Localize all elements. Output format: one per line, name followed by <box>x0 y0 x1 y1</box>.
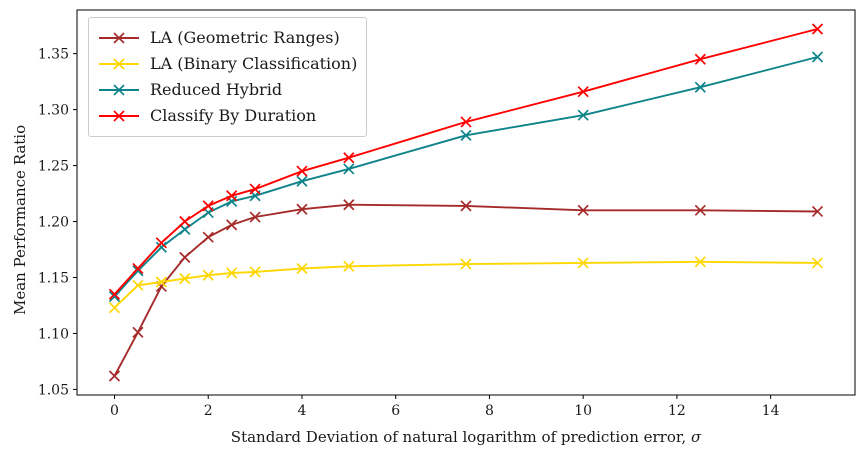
x-marker <box>155 237 167 249</box>
x-marker <box>343 152 355 164</box>
x-marker <box>132 265 144 277</box>
x-marker <box>132 262 144 275</box>
axis-ticks: 0 2 4 6 8 10 12 14 1.05 1.10 1.15 1.20 1.25 1.30 1.35 <box>38 47 780 419</box>
legend-line-sample <box>99 110 139 122</box>
x-marker <box>694 256 706 268</box>
x-tick-label: 14 <box>762 403 780 419</box>
x-marker <box>108 370 121 382</box>
x-marker <box>296 262 308 275</box>
x-marker <box>460 116 472 128</box>
y-axis-label: Mean Performance Ratio <box>11 124 29 315</box>
x-tick-label: 12 <box>668 403 686 419</box>
x-axis-label: Standard Deviation of natural logarithm … <box>77 428 855 446</box>
x-marker <box>811 257 824 269</box>
series-reduced-hybrid <box>108 51 824 303</box>
y-tick-label: 1.05 <box>38 382 69 398</box>
x-marker <box>460 200 472 212</box>
series-line <box>113 260 818 309</box>
legend-line-sample <box>99 84 139 96</box>
x-marker <box>179 215 191 228</box>
x-marker <box>226 190 238 202</box>
x-marker <box>811 23 824 35</box>
x-marker <box>694 81 706 93</box>
x-marker <box>694 204 706 216</box>
x-marker <box>202 200 214 212</box>
legend-line-sample <box>99 58 139 70</box>
x-marker <box>811 205 824 218</box>
series-la-geometric-ranges <box>108 199 824 382</box>
x-marker <box>155 276 167 288</box>
x-marker <box>343 163 355 175</box>
legend-line-sample <box>99 32 139 44</box>
x-axis-label-text: Standard Deviation of natural logarithm … <box>230 428 691 446</box>
y-tick-label: 1.25 <box>38 158 69 174</box>
x-marker <box>577 204 589 216</box>
x-marker <box>343 260 355 272</box>
y-tick-label: 1.30 <box>38 103 69 119</box>
series-classify-by-duration <box>108 23 824 300</box>
legend-item-la-geometric-ranges: LA (Geometric Ranges) <box>98 25 356 51</box>
x-tick-label: 0 <box>110 403 119 419</box>
legend-label: LA (Binary Classification) <box>150 54 358 73</box>
x-marker <box>249 211 261 223</box>
x-marker <box>132 279 144 291</box>
x-marker <box>296 203 308 215</box>
x-tick-label: 8 <box>485 403 494 419</box>
legend-item-reduced-hybrid: Reduced Hybrid <box>98 77 356 103</box>
legend-item-la-binary-classification: LA (Binary Classification) <box>98 51 358 77</box>
x-marker <box>811 51 824 63</box>
x-marker <box>226 219 238 231</box>
x-marker <box>108 290 121 303</box>
legend: LA (Geometric Ranges) LA (Binary Classif… <box>88 17 367 137</box>
x-marker <box>296 165 308 177</box>
x-marker <box>226 267 238 279</box>
y-tick-label: 1.35 <box>38 47 69 63</box>
plot-border <box>76 9 856 396</box>
x-marker <box>202 269 214 281</box>
y-tick-label: 1.20 <box>38 214 69 230</box>
x-marker <box>343 199 355 211</box>
x-marker <box>694 53 706 65</box>
x-marker <box>155 280 167 293</box>
series-line <box>113 203 818 377</box>
x-marker <box>460 258 472 270</box>
x-marker <box>108 302 121 314</box>
x-marker <box>179 273 191 285</box>
x-tick-label: 4 <box>298 403 307 419</box>
legend-label: Classify By Duration <box>150 106 317 125</box>
x-marker <box>249 183 261 195</box>
x-marker <box>132 326 144 338</box>
x-marker <box>179 251 191 263</box>
x-marker <box>577 257 589 269</box>
x-marker <box>155 241 167 253</box>
legend-label: Reduced Hybrid <box>150 80 283 99</box>
series-la-binary-classification <box>108 256 824 314</box>
x-marker <box>249 266 261 278</box>
y-tick-label: 1.15 <box>38 270 69 286</box>
x-tick-label: 2 <box>204 403 213 419</box>
x-marker <box>296 175 308 187</box>
legend-label: LA (Geometric Ranges) <box>150 28 340 47</box>
x-marker <box>202 231 214 243</box>
x-marker <box>108 288 121 300</box>
x-tick-label: 10 <box>574 403 592 419</box>
legend-item-classify-by-duration: Classify By Duration <box>98 103 356 129</box>
x-marker <box>460 129 472 141</box>
x-tick-label: 6 <box>391 403 400 419</box>
x-marker <box>577 86 589 98</box>
sigma-symbol: σ <box>690 428 702 446</box>
x-marker <box>577 109 589 121</box>
y-tick-label: 1.10 <box>38 326 69 342</box>
